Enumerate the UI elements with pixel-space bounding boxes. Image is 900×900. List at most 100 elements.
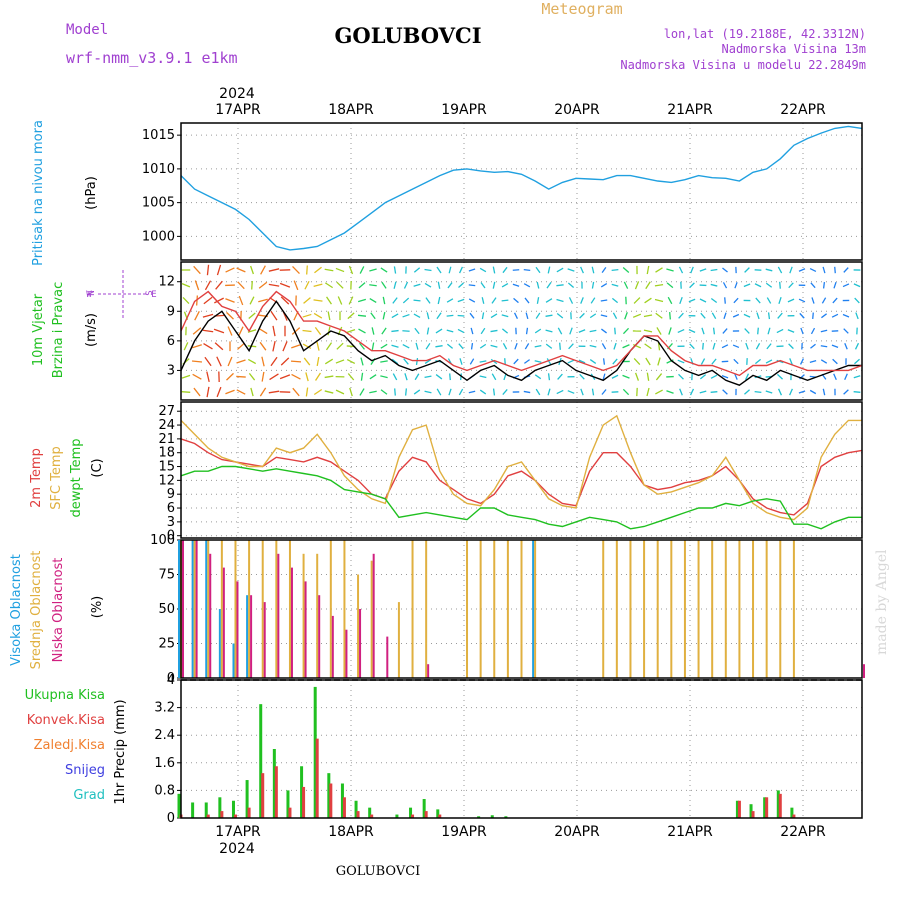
bar <box>329 783 333 818</box>
wind-arrow <box>579 312 585 319</box>
wind-arrow <box>349 387 353 397</box>
wind-arrow <box>842 313 850 318</box>
wind-arrow <box>654 283 664 287</box>
wind-arrow <box>279 374 291 380</box>
wind-arrow <box>535 388 541 396</box>
wind-arrow <box>268 268 280 272</box>
wind-arrow <box>348 296 354 305</box>
wind-arrow <box>513 312 519 319</box>
wind-arrow <box>600 299 608 302</box>
bar <box>234 540 237 678</box>
wind-arrow <box>700 358 706 365</box>
wind-arrow <box>778 296 782 305</box>
wind-arrow <box>269 373 279 381</box>
wind-arrow <box>754 358 762 365</box>
wind-arrow <box>404 373 408 381</box>
wind-arrow <box>721 344 729 349</box>
bar <box>763 797 767 818</box>
wind-arrow <box>843 267 849 273</box>
series-line-1 <box>180 414 862 521</box>
wind-arrow <box>643 314 653 318</box>
wind-arrow <box>280 357 290 366</box>
wind-arrow <box>413 313 421 319</box>
wind-arrow <box>358 282 366 289</box>
wind-arrow <box>457 298 465 303</box>
year-bottom: 2024 <box>219 841 255 857</box>
wind-arrow <box>654 298 664 303</box>
y-tick-label: 0 <box>167 671 175 686</box>
wind-arrow <box>402 313 410 318</box>
wind-arrow <box>547 266 551 274</box>
y-tick-label: 9 <box>167 487 175 502</box>
wind-arrow <box>614 327 616 335</box>
bar <box>386 636 389 678</box>
wind-arrow <box>710 391 718 393</box>
wind-arrow <box>314 266 322 274</box>
bar <box>275 540 278 678</box>
bar <box>752 540 755 678</box>
bar <box>427 664 430 678</box>
wind-arrow <box>435 374 443 380</box>
wind-arrow <box>369 268 377 272</box>
panel-frame <box>180 122 863 261</box>
y-tick-label: 3 <box>167 363 175 378</box>
bar <box>765 540 768 678</box>
bar <box>670 540 673 678</box>
wind-arrow <box>612 312 618 320</box>
bar <box>368 807 372 818</box>
wind-arrow <box>502 342 508 350</box>
precip-legend-item: Snijeg <box>65 763 105 778</box>
wind-arrow <box>600 314 608 318</box>
bar <box>425 540 428 678</box>
bar <box>233 814 237 818</box>
cloud-panel: 0 25 50 75 100 <box>150 533 865 686</box>
wind-arrow <box>591 388 595 396</box>
wind-arrow <box>754 283 762 288</box>
bar <box>354 800 358 818</box>
wind-arrow <box>624 312 628 320</box>
wind-arrow <box>546 282 552 289</box>
panel-frame <box>180 401 863 539</box>
wind-arrow <box>504 358 506 365</box>
bar <box>345 629 348 678</box>
bar <box>776 790 780 818</box>
wind-arrow <box>424 390 432 394</box>
wind-arrow <box>578 329 586 333</box>
wind-arrow <box>710 374 718 379</box>
wind-arrow <box>622 327 630 335</box>
wind-arrow <box>623 281 629 289</box>
wind-arrow <box>327 326 331 336</box>
bar <box>331 615 334 678</box>
wind-arrow <box>193 387 201 397</box>
wind-arrow <box>667 296 673 305</box>
wind-arrow <box>414 373 420 381</box>
wind-arrow <box>480 327 486 335</box>
bar <box>790 807 794 818</box>
wind-arrow <box>799 312 805 319</box>
wind-arrow <box>556 267 564 273</box>
wind-arrow <box>745 342 749 350</box>
day-label: 18APR <box>328 102 374 118</box>
wind-arrow <box>853 283 861 288</box>
wind-arrow <box>324 375 334 379</box>
wind-arrow <box>225 267 235 273</box>
day-label: 17APR <box>215 102 261 118</box>
wind-arrow <box>777 266 783 274</box>
wind-arrow <box>679 296 683 305</box>
bar <box>724 540 727 678</box>
bar <box>250 595 253 678</box>
wind-arrow <box>767 312 771 320</box>
wind-arrow <box>270 311 278 321</box>
y-tick-label: 1.6 <box>154 756 175 771</box>
wind-arrow <box>646 265 650 275</box>
wind-arrow <box>843 328 849 334</box>
y-tick-label: 3 <box>167 515 175 530</box>
wind-arrow <box>426 327 430 335</box>
bar <box>218 797 222 818</box>
wind-arrow <box>711 312 717 319</box>
wind-arrow <box>765 282 773 288</box>
wind-arrow <box>326 296 332 305</box>
wind-arrow <box>415 357 419 366</box>
wind-arrow <box>669 311 671 320</box>
wind-arrow <box>459 358 463 365</box>
